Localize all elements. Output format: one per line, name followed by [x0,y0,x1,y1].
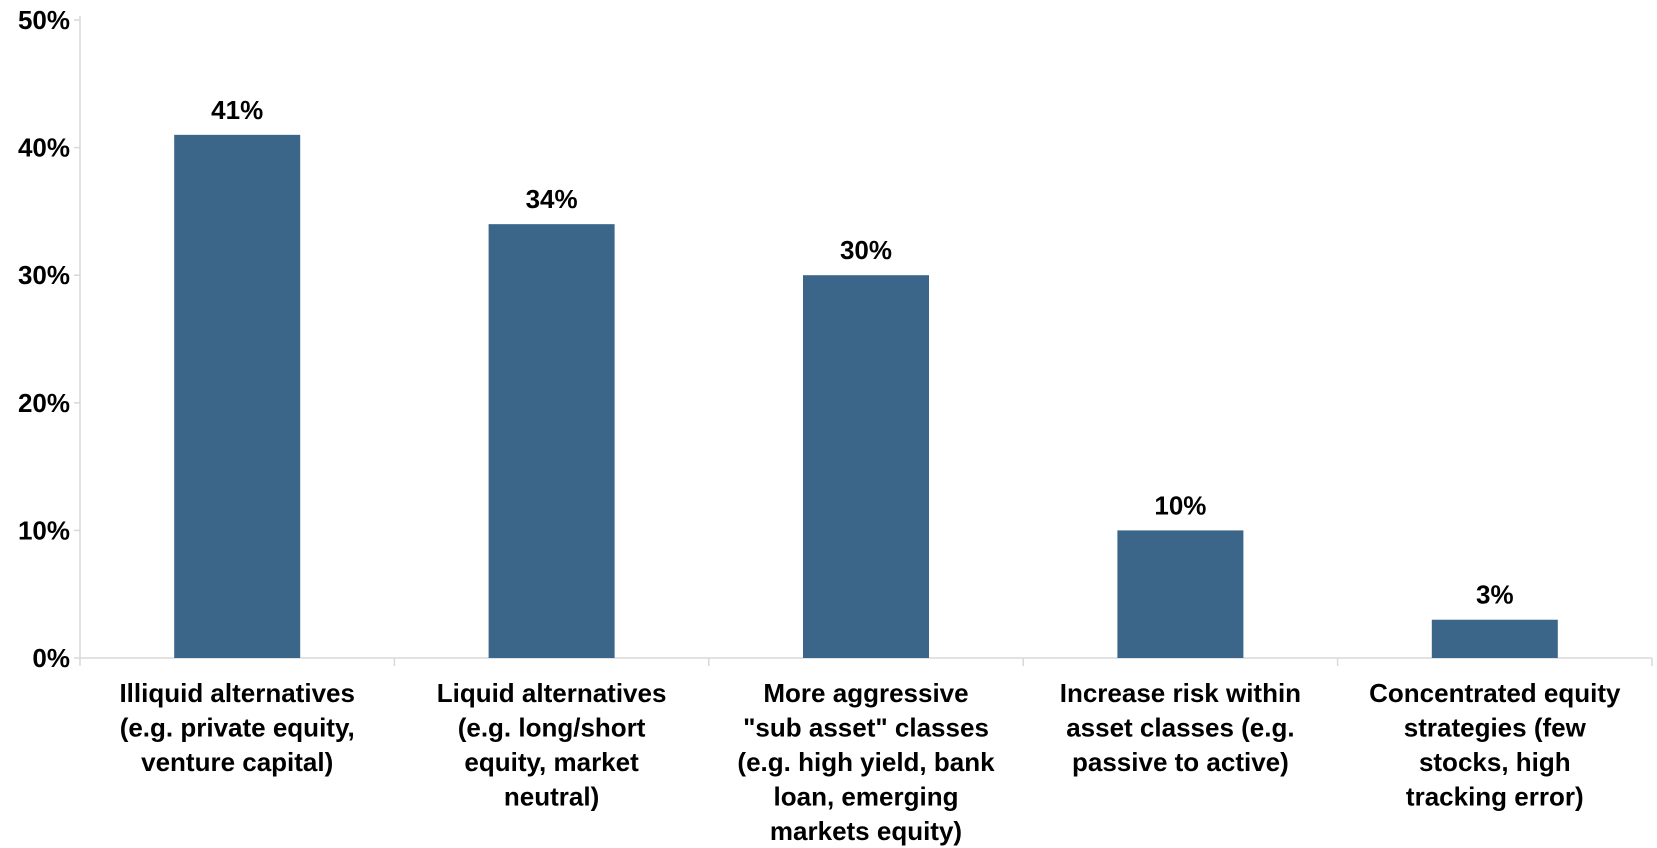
data-label: 34% [526,184,578,214]
category-label-line: More aggressive [763,678,968,708]
category-labels: Illiquid alternatives (e.g. private equit… [119,678,1621,846]
bar [174,134,301,659]
category-label-line: Increase risk within [1060,678,1301,708]
bar [488,224,615,658]
category-label: Concentrated equity strategies (few stocks… [1369,678,1621,812]
category-label-line: (e.g. long/short [458,713,646,743]
y-tick-label: 50% [18,5,70,35]
data-label: 3% [1476,580,1514,610]
category-label-line: asset classes (e.g. [1066,713,1294,743]
y-tick-label: 30% [18,260,70,290]
y-tick-label: 20% [18,388,70,418]
category-label-line: strategies (few [1404,713,1587,743]
y-tick-label: 40% [18,133,70,163]
category-label-line: venture capital) [141,747,333,777]
category-label-line: tracking error) [1406,782,1584,812]
category-label: More aggressive "sub asset" classes (e.g. … [737,678,995,846]
y-axis-ticks: 0% 10% 20% 30% 40% 50% [18,5,80,673]
category-label-line: stocks, high [1419,747,1571,777]
category-label: Liquid alternatives (e.g. long/short equit… [437,678,667,812]
data-label: 41% [211,95,263,125]
category-label-line: Concentrated equity [1369,678,1621,708]
y-tick-label: 0% [32,643,70,673]
category-label-line: loan, emerging [774,782,959,812]
category-label-line: "sub asset" classes [743,713,989,743]
bar [1117,530,1244,658]
category-label-line: (e.g. private equity, [120,713,355,743]
bar [1431,619,1558,658]
data-label: 30% [840,235,892,265]
category-label-line: neutral) [504,782,599,812]
category-label-line: passive to active) [1072,747,1289,777]
category-label: Illiquid alternatives (e.g. private equit… [119,678,355,777]
category-label-line: equity, market [464,747,639,777]
category-label-line: Liquid alternatives [437,678,667,708]
y-tick-label: 10% [18,515,70,545]
category-label-line: (e.g. high yield, bank [737,747,995,777]
bar-series [174,134,1558,659]
category-label-line: Illiquid alternatives [119,678,355,708]
data-label: 10% [1154,490,1206,520]
category-label-line: markets equity) [770,816,962,846]
data-labels: 41% 34% 30% 10% 3% [211,95,1513,610]
category-label: Increase risk within asset classes (e.g. p… [1060,678,1301,777]
bar [803,275,929,658]
